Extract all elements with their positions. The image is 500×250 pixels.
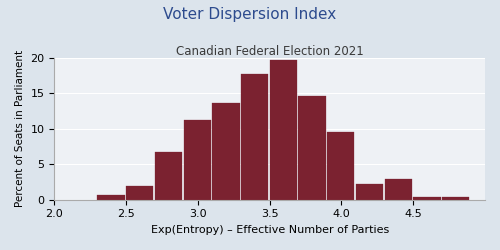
Bar bbox=[212, 103, 240, 200]
Bar bbox=[356, 184, 383, 200]
Bar bbox=[327, 132, 354, 200]
Bar bbox=[413, 197, 440, 200]
Bar bbox=[298, 96, 326, 200]
Bar bbox=[384, 179, 412, 200]
Y-axis label: Percent of Seats in Parliament: Percent of Seats in Parliament bbox=[15, 50, 25, 208]
Title: Canadian Federal Election 2021: Canadian Federal Election 2021 bbox=[176, 45, 364, 58]
Text: Voter Dispersion Index: Voter Dispersion Index bbox=[164, 8, 336, 22]
Bar bbox=[98, 195, 124, 200]
Bar bbox=[270, 60, 297, 200]
Bar bbox=[241, 74, 268, 200]
Bar bbox=[184, 120, 211, 200]
Bar bbox=[126, 186, 154, 200]
X-axis label: Exp(Entropy) – Effective Number of Parties: Exp(Entropy) – Effective Number of Parti… bbox=[150, 225, 389, 235]
Bar bbox=[442, 197, 469, 200]
Bar bbox=[155, 152, 182, 200]
